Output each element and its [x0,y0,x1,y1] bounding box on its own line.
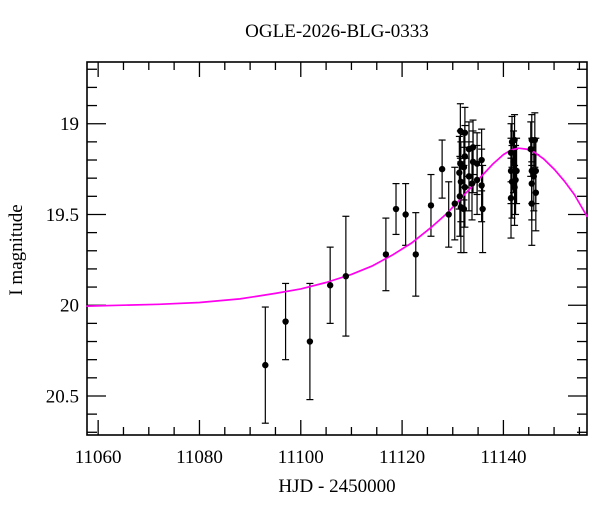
data-point [527,145,534,153]
data-point [532,167,540,175]
y-tick-label: 20 [60,296,79,317]
data-point [532,189,540,196]
data-point [512,176,519,184]
data-point [326,282,334,289]
data-point [478,156,485,164]
data-point [451,200,458,207]
x-tick-label: 11060 [75,447,122,468]
data-point [531,136,539,144]
x-axis-label: HJD - 2450000 [278,476,395,497]
data-point [461,153,469,160]
data-point [507,149,515,156]
data-point [445,211,452,218]
data-point [460,205,468,213]
data-point [461,129,469,136]
data-point [306,338,314,345]
data-point [465,173,473,180]
data-point [528,200,535,207]
data-point [438,165,446,173]
chart-title: OGLE-2026-BLG-0333 [245,21,429,42]
y-tick-label: 19 [60,114,79,135]
y-tick-label: 20.5 [46,386,79,407]
data-point [468,180,476,187]
frame-rect [86,61,588,436]
data-points [262,127,540,369]
data-point [382,251,390,258]
x-tick-label: 11140 [480,447,526,468]
plot-frame [86,61,588,436]
data-point [473,160,481,167]
data-point [457,178,465,185]
data-point [392,205,400,213]
data-point [262,361,269,369]
x-tick-label: 11080 [176,447,223,468]
data-point [282,318,289,325]
x-tick-label: 11120 [379,447,425,468]
y-axis-label: I magnitude [6,204,27,295]
data-point [402,211,409,218]
tick-labels: 11060 11080 11100 11120 11140 19 19.5 20 20.5 [46,114,527,468]
data-point [461,184,469,191]
data-point [507,167,515,175]
data-point [510,158,517,166]
data-point [513,167,520,175]
data-point [456,193,464,200]
data-point [456,169,463,176]
data-point [478,182,485,189]
x-tick-label: 11100 [278,447,324,468]
data-point [342,272,350,280]
data-point [412,251,419,258]
y-tick-label: 19.5 [46,205,79,226]
data-point [460,164,468,171]
data-point [528,180,535,187]
data-point [473,176,481,184]
data-point [511,136,518,144]
data-point [427,202,435,209]
data-point [469,144,477,151]
data-point [479,205,486,213]
data-point [507,194,515,202]
data-point [511,184,518,191]
error-bars [261,103,540,424]
data-point [530,173,538,180]
